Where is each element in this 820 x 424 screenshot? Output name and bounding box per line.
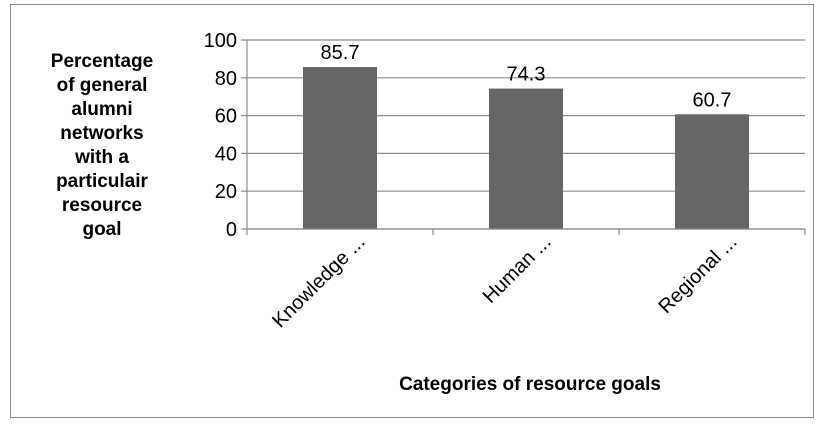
- y-axis-label-line: particulair: [56, 171, 148, 192]
- y-axis-label-line: goal: [82, 219, 122, 240]
- data-label: 85.7: [321, 42, 360, 64]
- y-axis-label-line: resource: [61, 195, 143, 216]
- y-axis-label-line: Percentage: [50, 51, 154, 72]
- category-label: Knowledge ...: [268, 231, 369, 332]
- data-label: 60.7: [693, 89, 732, 111]
- axes: [241, 39, 806, 235]
- bar: [303, 67, 377, 229]
- bar: [489, 88, 563, 229]
- labels: 0 20 40 60 80 100 85.7 Knowledge ... 74.3 Human .…: [204, 30, 742, 332]
- y-axis-label-line: alumni: [71, 99, 133, 120]
- y-axis-label-line: with a: [75, 147, 129, 168]
- x-axis-label: Categories of resource goals: [399, 374, 661, 395]
- category-label: Human ...: [479, 231, 556, 308]
- bars: [303, 67, 749, 229]
- y-axis-label: Percentage of general alumni networks wi…: [28, 50, 176, 242]
- y-tick-label: 60: [215, 106, 237, 128]
- category-label: Regional ...: [654, 231, 741, 318]
- bar: [675, 114, 749, 229]
- y-axis-label-line: of general: [56, 75, 148, 96]
- y-tick-label: 40: [215, 143, 237, 165]
- y-tick-label: 100: [204, 30, 237, 52]
- y-tick-label: 80: [215, 68, 237, 90]
- data-label: 74.3: [507, 64, 546, 86]
- y-tick-label: 0: [226, 219, 237, 241]
- y-tick-label: 20: [215, 181, 237, 203]
- y-axis-label-line: networks: [60, 123, 144, 144]
